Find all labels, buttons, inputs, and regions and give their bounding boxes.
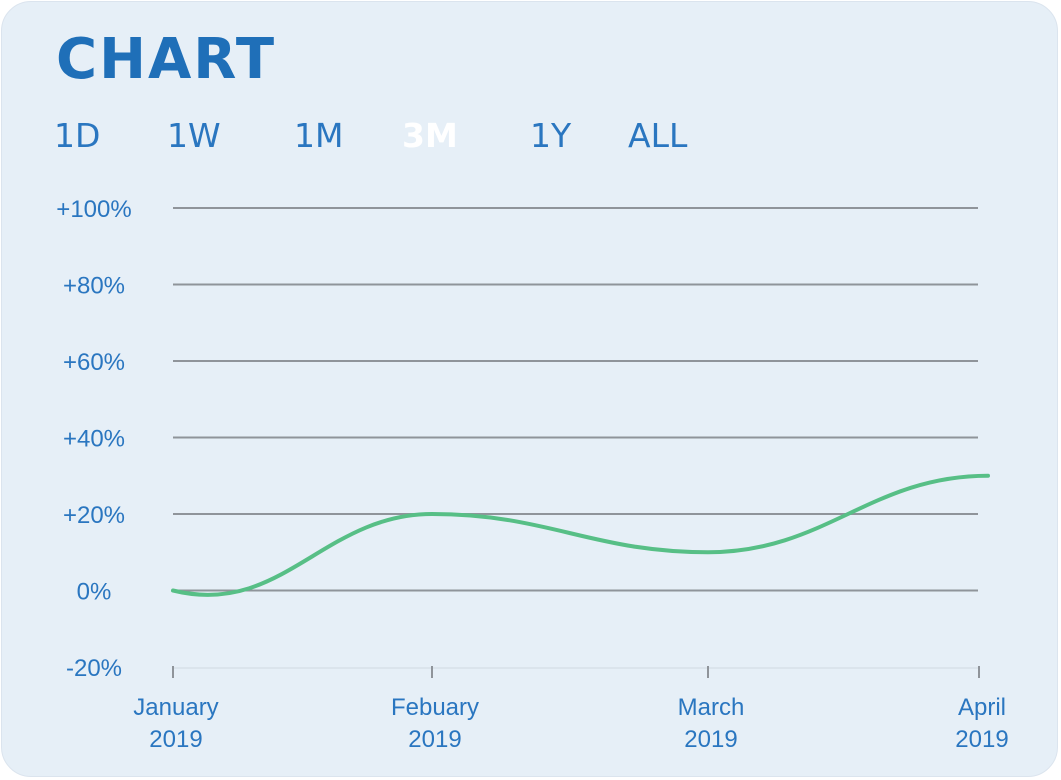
- y-tick-label: -20%: [66, 655, 122, 682]
- gridlines: [173, 207, 978, 592]
- series-line: [171, 473, 990, 597]
- x-tick-label-year: 2019: [408, 726, 461, 753]
- series: [171, 473, 990, 597]
- x-tick-label-month: January: [133, 694, 218, 721]
- x-tick-label-year: 2019: [149, 726, 202, 753]
- chart-title: CHART: [56, 27, 277, 92]
- x-tick-label-month: April: [958, 694, 1006, 721]
- y-tick-labels: +100% +80% +60% +40% +20% 0% -20%: [56, 196, 131, 682]
- tab-1d[interactable]: 1D: [54, 116, 101, 155]
- tab-1w[interactable]: 1W: [167, 116, 221, 155]
- data-point: [430, 512, 434, 516]
- tab-3m[interactable]: 3M: [402, 116, 458, 155]
- data-point: [171, 589, 175, 593]
- tab-1m[interactable]: 1M: [294, 116, 344, 155]
- x-axis: [172, 666, 980, 678]
- x-tick-label-month: March: [678, 694, 745, 721]
- data-point: [986, 474, 990, 478]
- y-tick-label: +60%: [63, 349, 125, 376]
- y-tick-label: +100%: [56, 196, 131, 223]
- y-tick-label: +80%: [63, 273, 125, 300]
- y-tick-label: +40%: [63, 426, 125, 453]
- tab-1y[interactable]: 1Y: [530, 116, 572, 155]
- tab-all[interactable]: ALL: [628, 116, 688, 155]
- y-tick-label: 0%: [77, 579, 112, 606]
- data-point: [706, 550, 710, 554]
- x-tick-label-year: 2019: [684, 726, 737, 753]
- x-tick-label-year: 2019: [955, 726, 1008, 753]
- x-tick-label-month: Febuary: [391, 694, 479, 721]
- y-tick-label: +20%: [63, 502, 125, 529]
- x-tick-labels: January 2019 Febuary 2019 March 2019 April 2019: [133, 694, 1008, 753]
